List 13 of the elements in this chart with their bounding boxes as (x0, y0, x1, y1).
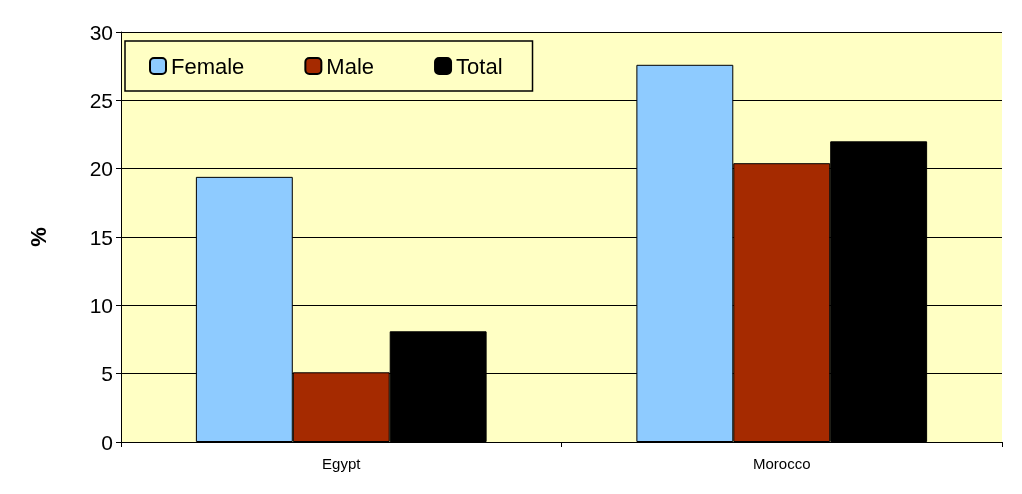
y-tick-label: 5 (101, 362, 113, 386)
y-axis-title: % (25, 227, 51, 247)
x-tick-label: Egypt (322, 455, 362, 472)
y-tick-label: 0 (101, 430, 113, 454)
legend-label: Male (326, 53, 375, 79)
y-tick-label: 15 (89, 225, 113, 249)
y-tick-label: 10 (89, 293, 113, 317)
x-tick-label: Morocco (752, 455, 811, 472)
legend-label: Total (456, 53, 503, 79)
legend-label: Female (171, 53, 245, 79)
y-tick-label: 25 (89, 88, 113, 112)
y-tick-label: 20 (89, 157, 113, 181)
y-tick-label: 30 (89, 20, 113, 44)
